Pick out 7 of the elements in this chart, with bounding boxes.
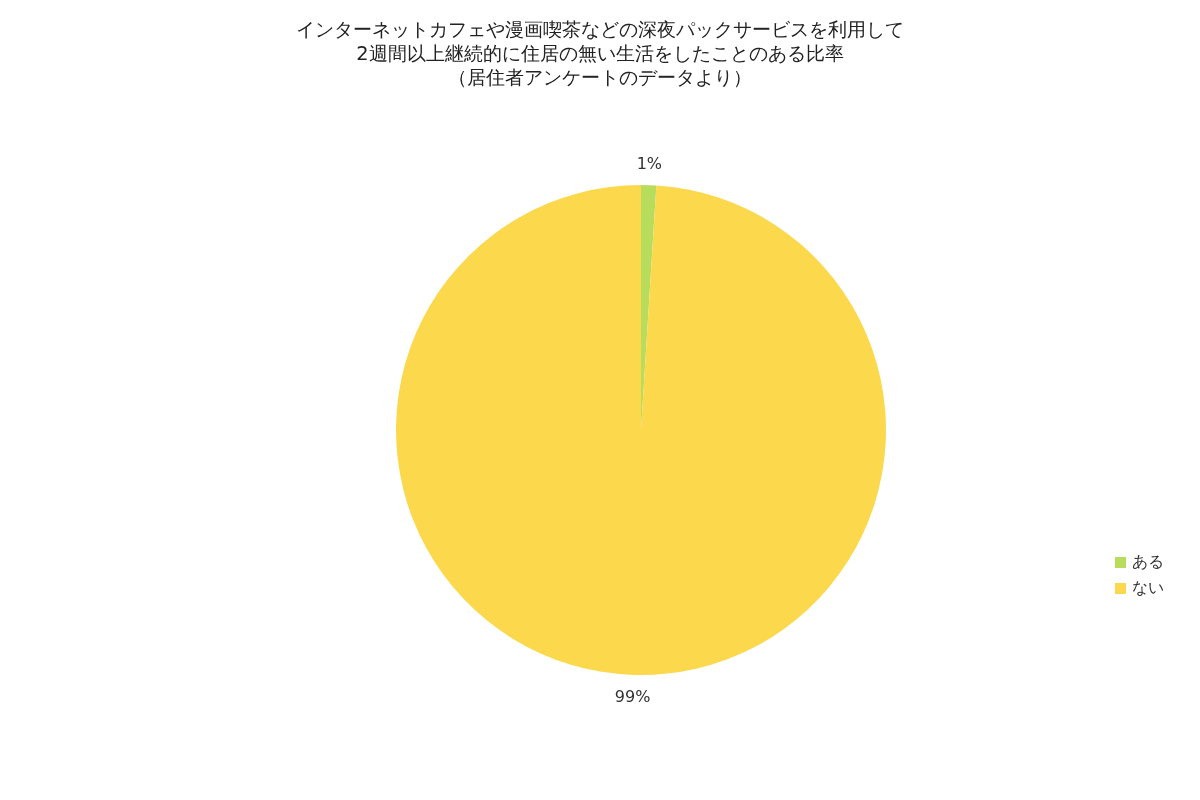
- legend-label: ない: [1132, 578, 1164, 597]
- data-label: 99%: [614, 687, 651, 707]
- data-label: 1%: [636, 153, 663, 173]
- chart-title: インターネットカフェや漫画喫茶などの深夜パックサービスを利用して2週間以上継続的に住居の無い生活をしたことのある比率: [295, 18, 905, 66]
- legend-label: ある: [1132, 552, 1164, 571]
- chart-subtitle: （居住者アンケートのデータより）: [447, 66, 753, 90]
- pie-slice: [396, 185, 886, 675]
